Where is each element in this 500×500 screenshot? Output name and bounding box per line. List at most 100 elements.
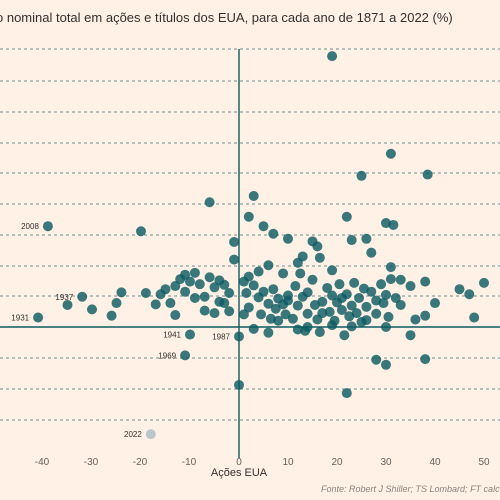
data-point [268,228,279,239]
data-points [33,51,489,440]
data-point [327,265,338,276]
data-point [307,274,318,285]
data-point [469,312,480,323]
data-point [327,320,338,331]
x-tick-label: 30 [380,457,392,468]
data-point [62,299,73,310]
x-tick-label: 0 [236,457,242,468]
data-point [430,298,440,309]
axes [0,49,500,458]
data-point [185,276,195,287]
data-point [361,233,372,244]
grid-lines [0,48,500,421]
data-point [42,221,53,232]
point-labels: 1931 1937 2008 1941 1969 1987 2022 [11,222,230,439]
data-point [140,287,151,298]
data-point [292,324,303,335]
data-point [420,354,431,365]
data-point [371,295,382,306]
data-point [385,148,396,159]
data-point [229,254,240,265]
data-point [248,280,259,291]
data-point [295,268,306,279]
x-tick-label: 20 [331,457,343,468]
x-tick-label: -30 [84,457,99,468]
data-point [354,293,365,304]
data-point [339,330,350,341]
data-point [314,327,325,338]
data-point [116,287,127,298]
x-axis-label: Ações EUA [211,467,268,479]
data-point [302,287,313,298]
x-tick-label: 10 [282,457,294,468]
data-point [390,293,401,304]
data-point [270,303,281,314]
data-point [209,282,220,293]
data-point [106,310,117,321]
data-point [371,354,382,365]
data-point [312,241,323,252]
data-point [385,274,396,285]
data-point [189,267,200,278]
data-point [395,299,406,310]
point-label: 2008 [21,222,39,231]
data-point [33,312,44,323]
data-point [292,257,303,268]
x-tick-label: -20 [133,457,148,468]
data-point [243,211,254,222]
data-point [410,314,421,325]
data-point [420,276,431,287]
data-point [234,379,244,390]
data-point [420,310,431,321]
data-point [170,281,181,292]
data-point [241,287,252,298]
data-point [464,289,475,300]
data-point [194,279,205,290]
data-point [371,308,382,319]
data-point [341,388,352,399]
data-point [366,286,377,297]
data-point [479,277,489,288]
data-point [283,233,293,244]
data-point [234,331,244,342]
data-point [341,211,352,222]
data-point [334,279,345,290]
data-point [263,327,274,338]
data-point [204,197,215,208]
point-label: 1941 [163,331,181,340]
data-point [170,310,181,321]
data-point [238,309,249,320]
data-point [405,281,416,292]
data-point [160,284,171,295]
chart-title: o nominal total em ações e títulos dos E… [0,10,453,25]
data-point [111,298,122,309]
data-point [314,252,325,263]
data-point [292,300,303,311]
data-point [199,305,210,316]
data-point [204,272,215,283]
data-point [189,293,200,304]
data-point [346,235,357,246]
x-tick-label: -40 [35,457,50,468]
data-point [346,300,357,311]
data-point [77,291,88,302]
data-point [243,302,254,313]
data-point [180,269,191,280]
data-point [224,287,235,298]
data-point [278,268,289,279]
data-point [87,304,97,315]
data-point [256,309,267,320]
data-point [280,309,291,320]
data-point [290,281,301,292]
data-point [336,293,347,304]
data-point [165,298,176,309]
x-tick-label: 40 [429,457,441,468]
data-point [395,274,406,285]
data-point [263,298,274,309]
data-point [283,295,293,306]
data-point [356,170,367,181]
data-point [381,289,391,300]
data-point [351,308,362,319]
